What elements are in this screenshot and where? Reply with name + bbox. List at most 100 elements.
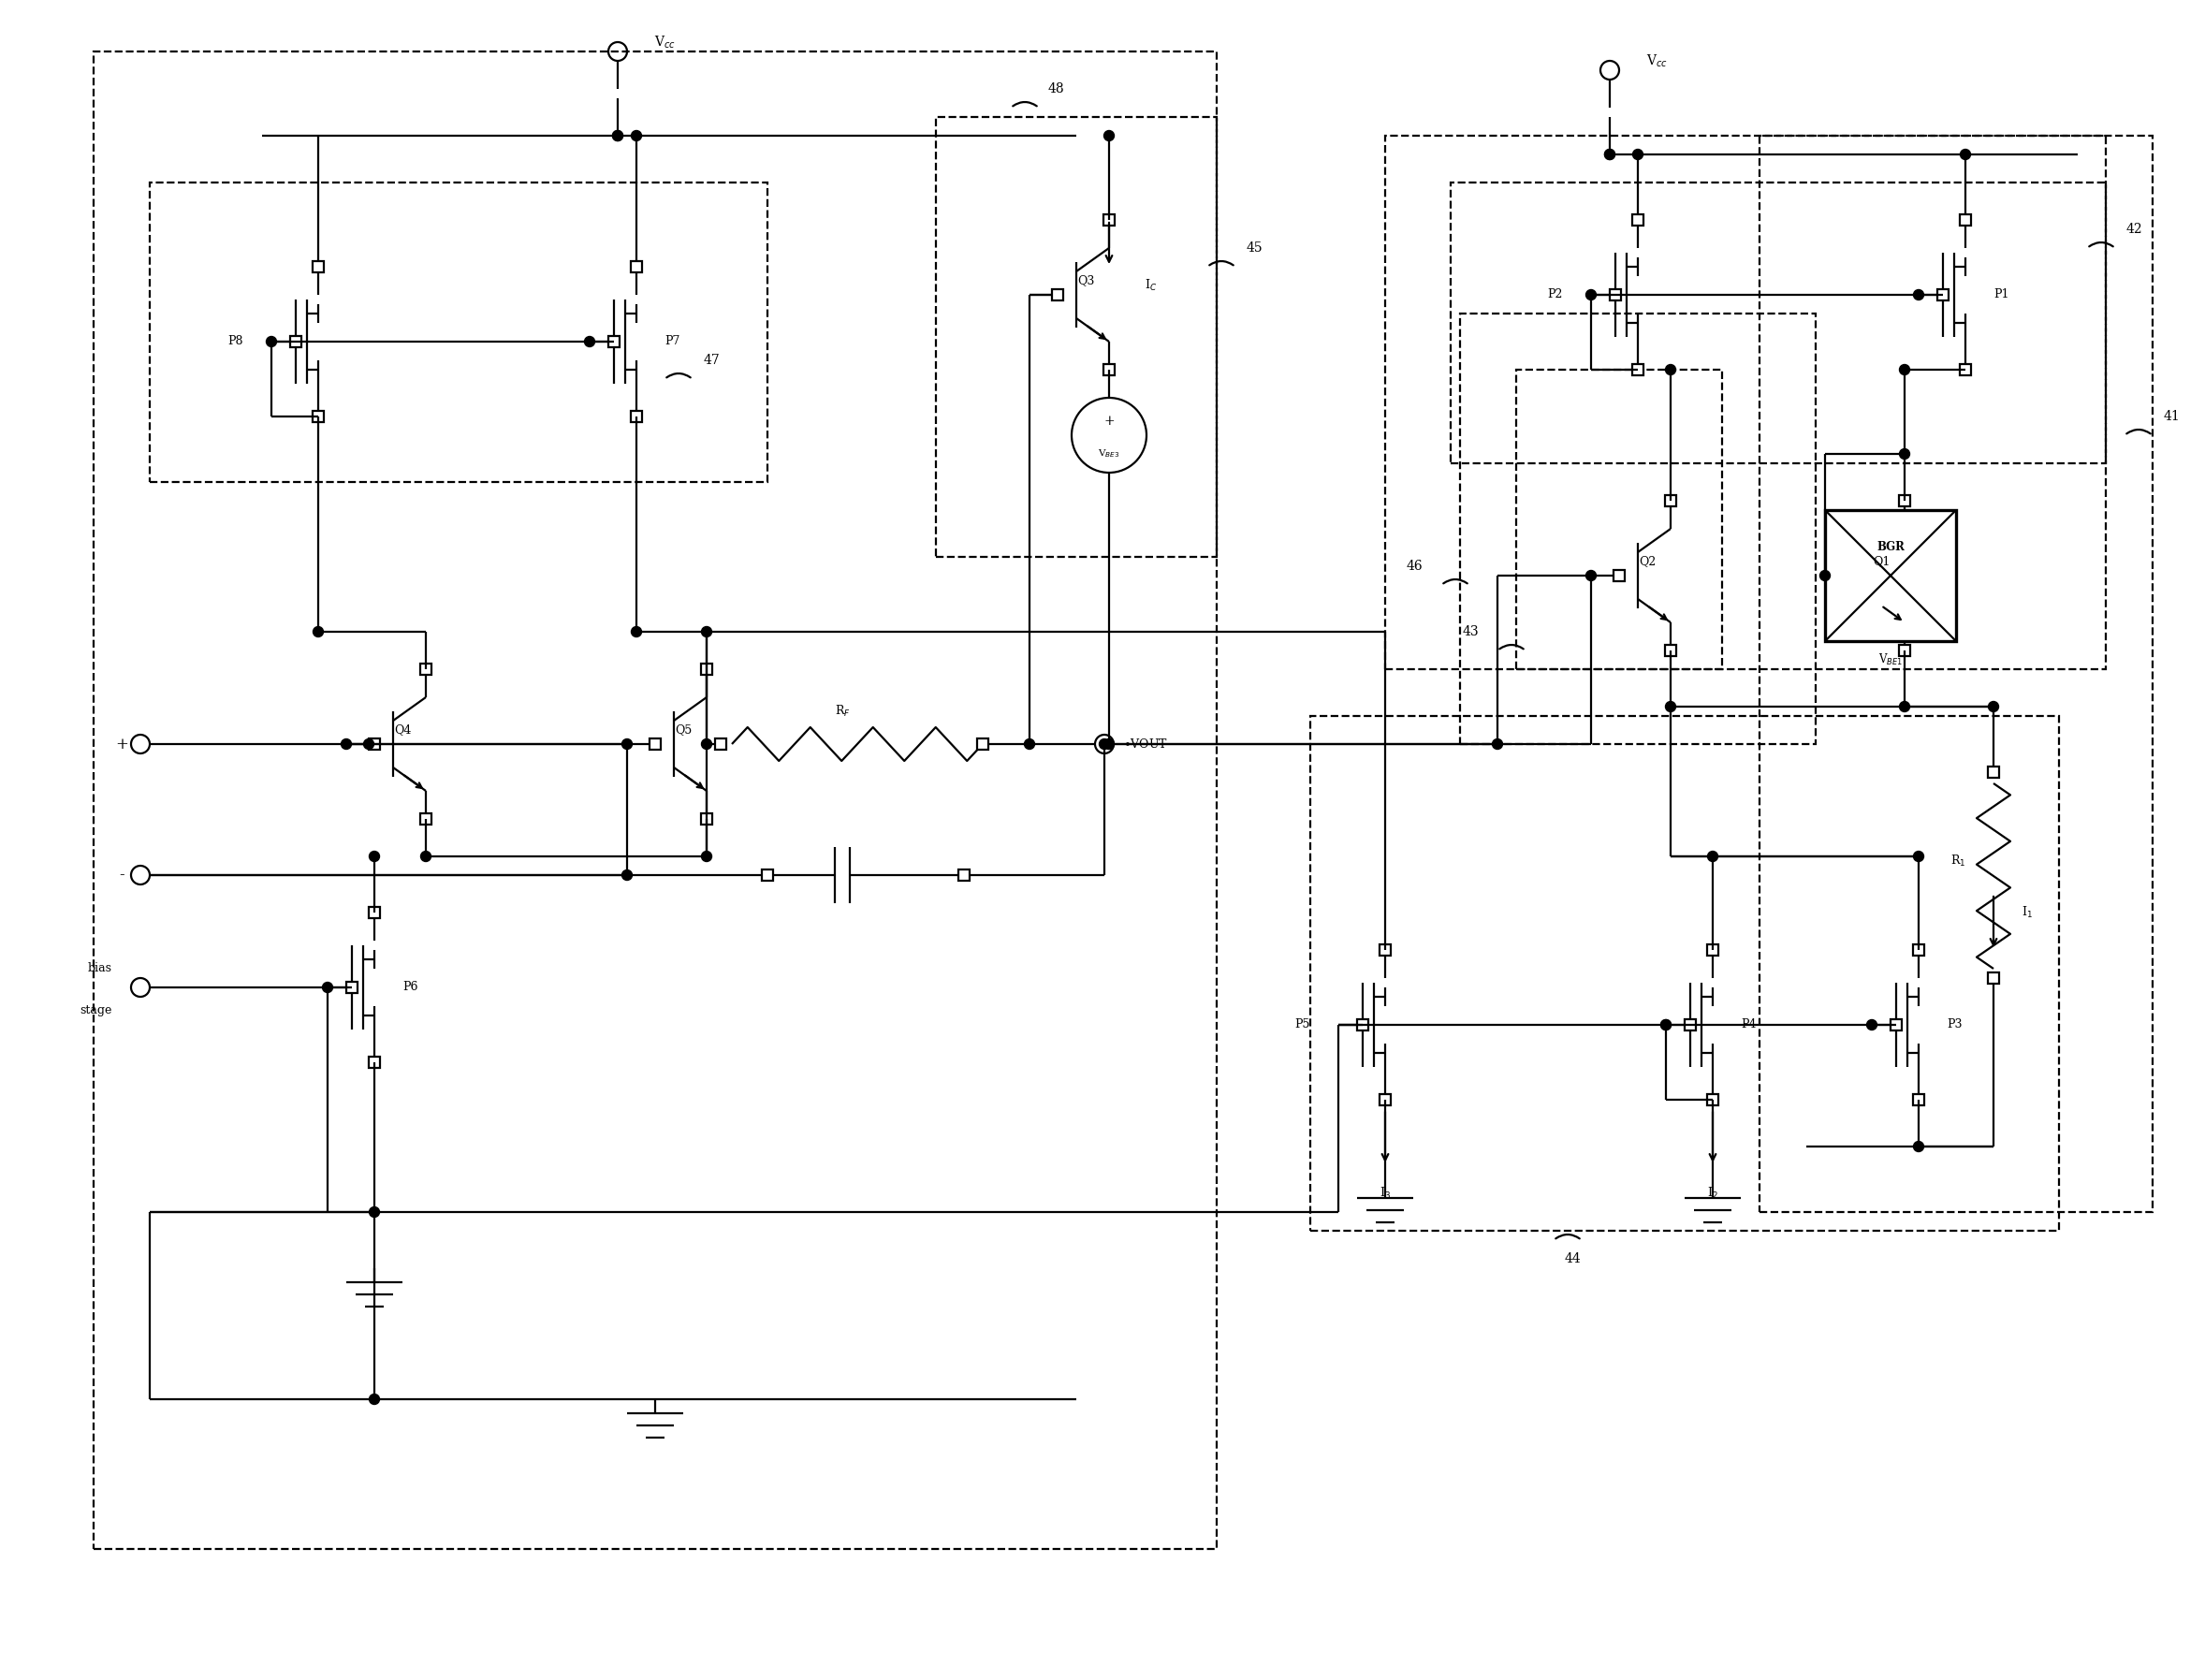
Text: P1: P1 <box>1993 289 2009 301</box>
Bar <box>609 336 620 348</box>
Bar <box>1460 314 1815 744</box>
Circle shape <box>1819 571 1830 581</box>
Text: V$_{cc}$: V$_{cc}$ <box>1645 52 1667 69</box>
Text: Q3: Q3 <box>1076 276 1094 287</box>
Bar <box>701 813 712 825</box>
Circle shape <box>368 852 379 862</box>
Circle shape <box>631 131 642 141</box>
Text: P5: P5 <box>1294 1018 1310 1032</box>
Circle shape <box>368 1206 379 1218</box>
Bar <box>346 981 357 993</box>
Text: BGR: BGR <box>1876 541 1905 554</box>
Circle shape <box>1493 739 1502 749</box>
Bar <box>1380 1094 1391 1105</box>
Circle shape <box>342 739 351 749</box>
Text: I$_2$: I$_2$ <box>1707 1186 1718 1201</box>
Circle shape <box>1605 150 1614 160</box>
Bar <box>291 336 302 348</box>
Bar <box>1685 1020 1696 1030</box>
Bar <box>313 412 324 422</box>
Text: P4: P4 <box>1740 1018 1755 1032</box>
Text: P2: P2 <box>1548 289 1563 301</box>
Bar <box>1356 1020 1369 1030</box>
Bar <box>1938 289 1949 301</box>
Bar <box>1914 1094 1925 1105</box>
Circle shape <box>701 627 712 637</box>
Circle shape <box>1660 1020 1671 1030</box>
Circle shape <box>1914 289 1923 301</box>
Text: V$_{cc}$: V$_{cc}$ <box>655 34 675 50</box>
Circle shape <box>1025 739 1034 749</box>
Bar <box>1899 496 1910 506</box>
Circle shape <box>622 739 633 749</box>
Bar <box>1451 183 2106 464</box>
Circle shape <box>322 983 333 993</box>
Text: 43: 43 <box>1462 625 1480 638</box>
Text: P7: P7 <box>664 336 679 348</box>
Bar <box>1380 944 1391 956</box>
Circle shape <box>613 131 622 141</box>
Circle shape <box>584 336 595 346</box>
Text: 48: 48 <box>1047 82 1065 96</box>
Bar <box>935 118 1217 556</box>
Circle shape <box>1868 1020 1876 1030</box>
Bar <box>1707 944 1718 956</box>
Circle shape <box>1585 289 1596 301</box>
Bar <box>150 183 767 482</box>
Text: V$_{BE1}$: V$_{BE1}$ <box>1879 652 1903 667</box>
Bar <box>368 739 379 749</box>
Text: Q2: Q2 <box>1638 556 1656 568</box>
Circle shape <box>631 627 642 637</box>
Text: 41: 41 <box>2163 410 2179 423</box>
Text: Q1: Q1 <box>1872 556 1890 568</box>
Text: P6: P6 <box>404 981 419 993</box>
Bar <box>701 664 712 675</box>
Text: V$_{BE3}$: V$_{BE3}$ <box>1098 449 1120 460</box>
Bar <box>650 739 662 749</box>
Bar <box>368 907 379 919</box>
Bar <box>1989 973 2000 984</box>
Bar <box>1707 1094 1718 1105</box>
Bar <box>1848 570 1859 581</box>
Bar <box>421 664 432 675</box>
Text: stage: stage <box>79 1005 112 1016</box>
Text: I$_3$: I$_3$ <box>1380 1186 1391 1201</box>
Circle shape <box>1899 702 1910 712</box>
Circle shape <box>313 627 324 637</box>
Circle shape <box>1899 449 1910 459</box>
Text: R$_F$: R$_F$ <box>833 704 851 719</box>
Bar <box>1760 136 2152 1211</box>
Bar <box>1826 511 1956 642</box>
Text: I$_1$: I$_1$ <box>2022 906 2033 921</box>
Text: I$_C$: I$_C$ <box>1144 277 1158 292</box>
Bar <box>959 870 970 880</box>
Circle shape <box>1960 150 1971 160</box>
Bar <box>1960 215 1971 225</box>
Text: $\circ$VOUT: $\circ$VOUT <box>1122 738 1169 751</box>
Circle shape <box>1665 365 1676 375</box>
Circle shape <box>1899 365 1910 375</box>
Bar <box>1914 944 1925 956</box>
Circle shape <box>1914 852 1923 862</box>
Bar <box>93 52 1217 1549</box>
Bar <box>763 870 774 880</box>
Circle shape <box>1632 150 1643 160</box>
Bar <box>1102 365 1116 375</box>
Circle shape <box>1665 702 1676 712</box>
Circle shape <box>613 131 622 141</box>
Bar <box>421 813 432 825</box>
Circle shape <box>1707 852 1718 862</box>
Text: Q5: Q5 <box>675 724 692 736</box>
Circle shape <box>1100 739 1109 749</box>
Text: 47: 47 <box>703 354 719 366</box>
Bar <box>1102 215 1116 225</box>
Circle shape <box>622 870 633 880</box>
Text: 44: 44 <box>1563 1252 1581 1265</box>
Text: bias: bias <box>88 963 112 974</box>
Bar <box>1610 289 1621 301</box>
Circle shape <box>421 852 430 862</box>
Bar <box>1890 1020 1901 1030</box>
Bar <box>313 260 324 272</box>
Text: -: - <box>119 867 123 884</box>
Circle shape <box>368 1394 379 1404</box>
